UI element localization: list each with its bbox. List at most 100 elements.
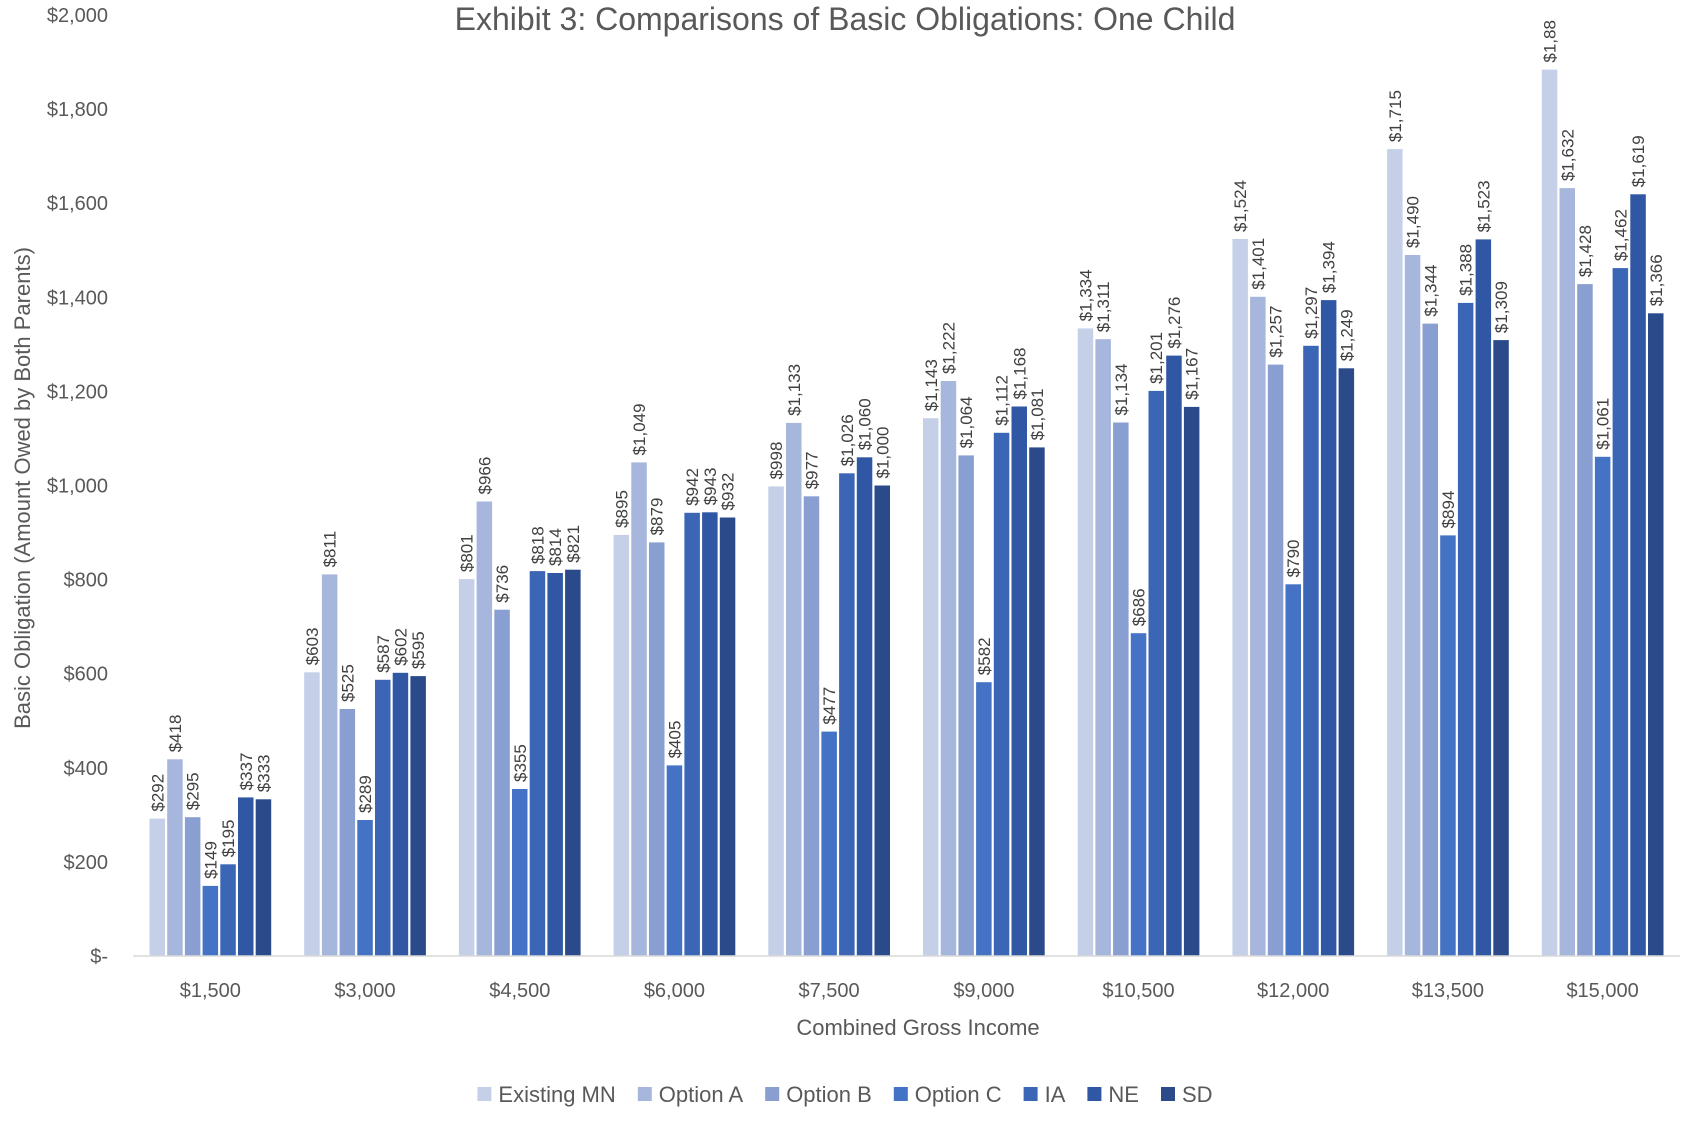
bar [238, 797, 254, 956]
bar [1594, 456, 1611, 956]
bar [357, 820, 373, 956]
legend-swatch [765, 1087, 780, 1101]
bar [958, 455, 974, 956]
bar [1166, 355, 1182, 957]
data-label: $943 [701, 467, 720, 505]
x-tick-label: $15,000 [1566, 980, 1638, 1002]
data-label: $814 [546, 528, 565, 566]
bar [1612, 268, 1629, 957]
bar [803, 496, 820, 956]
x-axis: $1,500 $3,000 $4,500 $6,000 $7,500 $9,000 $10,… [180, 980, 1639, 1002]
legend-swatch [893, 1087, 908, 1101]
bar [1148, 390, 1164, 956]
bar [458, 579, 475, 956]
data-label: $1,134 [1112, 364, 1131, 416]
x-tick-label: $13,500 [1412, 980, 1484, 1002]
legend-swatch [1087, 1087, 1102, 1101]
x-tick-label: $10,500 [1102, 980, 1174, 1002]
x-axis-title: Combined Gross Income [796, 1015, 1039, 1040]
data-label: $1,619 [1629, 135, 1648, 187]
bar [719, 517, 736, 956]
bar [1029, 447, 1045, 956]
data-label: $195 [219, 819, 238, 857]
bar [339, 709, 356, 956]
bar [613, 534, 630, 956]
x-tick-label: $7,500 [799, 980, 860, 1002]
bar [255, 799, 272, 956]
data-label: $1,257 [1267, 306, 1286, 358]
bar [666, 765, 683, 956]
legend-label: Option B [786, 1082, 872, 1107]
bar [1577, 284, 1593, 957]
legend-swatch [1023, 1087, 1038, 1101]
data-labels-layer: $292 $418 $295 $149$195 $337$333 $603 $811 $525… [148, 20, 1666, 879]
bar [839, 473, 855, 956]
data-label: $418 [166, 714, 185, 752]
data-label: $149 [201, 841, 220, 879]
data-label: $355 [511, 744, 530, 782]
y-tick-label: $200 [64, 852, 109, 874]
data-label: $333 [254, 754, 273, 792]
data-label: $1,000 [873, 427, 892, 479]
legend-swatch [477, 1087, 492, 1101]
legend-swatch [637, 1087, 652, 1101]
bar [940, 381, 957, 956]
bar [1232, 239, 1248, 956]
data-label: $1,632 [1558, 129, 1577, 181]
legend-item: Option B [765, 1082, 872, 1107]
bar [821, 731, 837, 956]
legend-label: IA [1045, 1082, 1066, 1107]
y-tick-label: $600 [64, 664, 109, 686]
data-label: $818 [528, 526, 547, 564]
data-label: $1,064 [957, 396, 976, 448]
data-label: $895 [612, 490, 631, 528]
data-label: $821 [564, 525, 583, 563]
bar [1320, 300, 1337, 957]
bar [1559, 188, 1575, 957]
bar [1267, 364, 1284, 957]
legend-swatch [1161, 1087, 1175, 1101]
bar [149, 818, 165, 956]
x-tick-label: $6,000 [644, 980, 705, 1002]
bar [1648, 313, 1664, 956]
data-label: $1,061 [1594, 398, 1613, 450]
y-tick-label: $1,200 [47, 381, 108, 403]
data-label: $1,276 [1165, 297, 1184, 349]
bar [976, 682, 992, 956]
data-label: $966 [475, 457, 494, 495]
bar [529, 571, 546, 956]
y-tick-label: $800 [64, 570, 109, 592]
data-label: $1,311 [1094, 281, 1113, 332]
data-label: $1,715 [1386, 90, 1405, 142]
bar [1541, 69, 1558, 957]
legend-item: NE [1087, 1082, 1139, 1107]
legend-label: Option C [915, 1082, 1002, 1107]
data-label: $582 [975, 637, 994, 675]
bar [1440, 535, 1456, 956]
legend-item: Option A [637, 1082, 744, 1107]
data-label: $405 [665, 721, 684, 759]
bar [410, 676, 426, 956]
data-label: $736 [493, 565, 512, 603]
bar [1630, 194, 1646, 957]
legend-label: Option A [659, 1082, 744, 1107]
bar [220, 864, 236, 956]
bars-layer [149, 69, 1664, 957]
bar [856, 457, 873, 956]
data-label: $932 [719, 473, 738, 511]
y-tick-label: $2,000 [47, 5, 108, 27]
data-label: $1,88 [1541, 20, 1560, 63]
data-label: $587 [374, 635, 393, 673]
bar [1404, 255, 1421, 956]
x-tick-label: $4,500 [489, 980, 550, 1002]
data-label: $1,168 [1010, 348, 1029, 400]
data-label: $811 [321, 531, 340, 568]
bar [1250, 296, 1266, 956]
bar [631, 462, 647, 956]
data-label: $1,401 [1249, 238, 1268, 290]
data-label: $977 [802, 451, 821, 489]
bar [1475, 239, 1492, 956]
bar [392, 672, 409, 956]
bar [649, 542, 665, 956]
